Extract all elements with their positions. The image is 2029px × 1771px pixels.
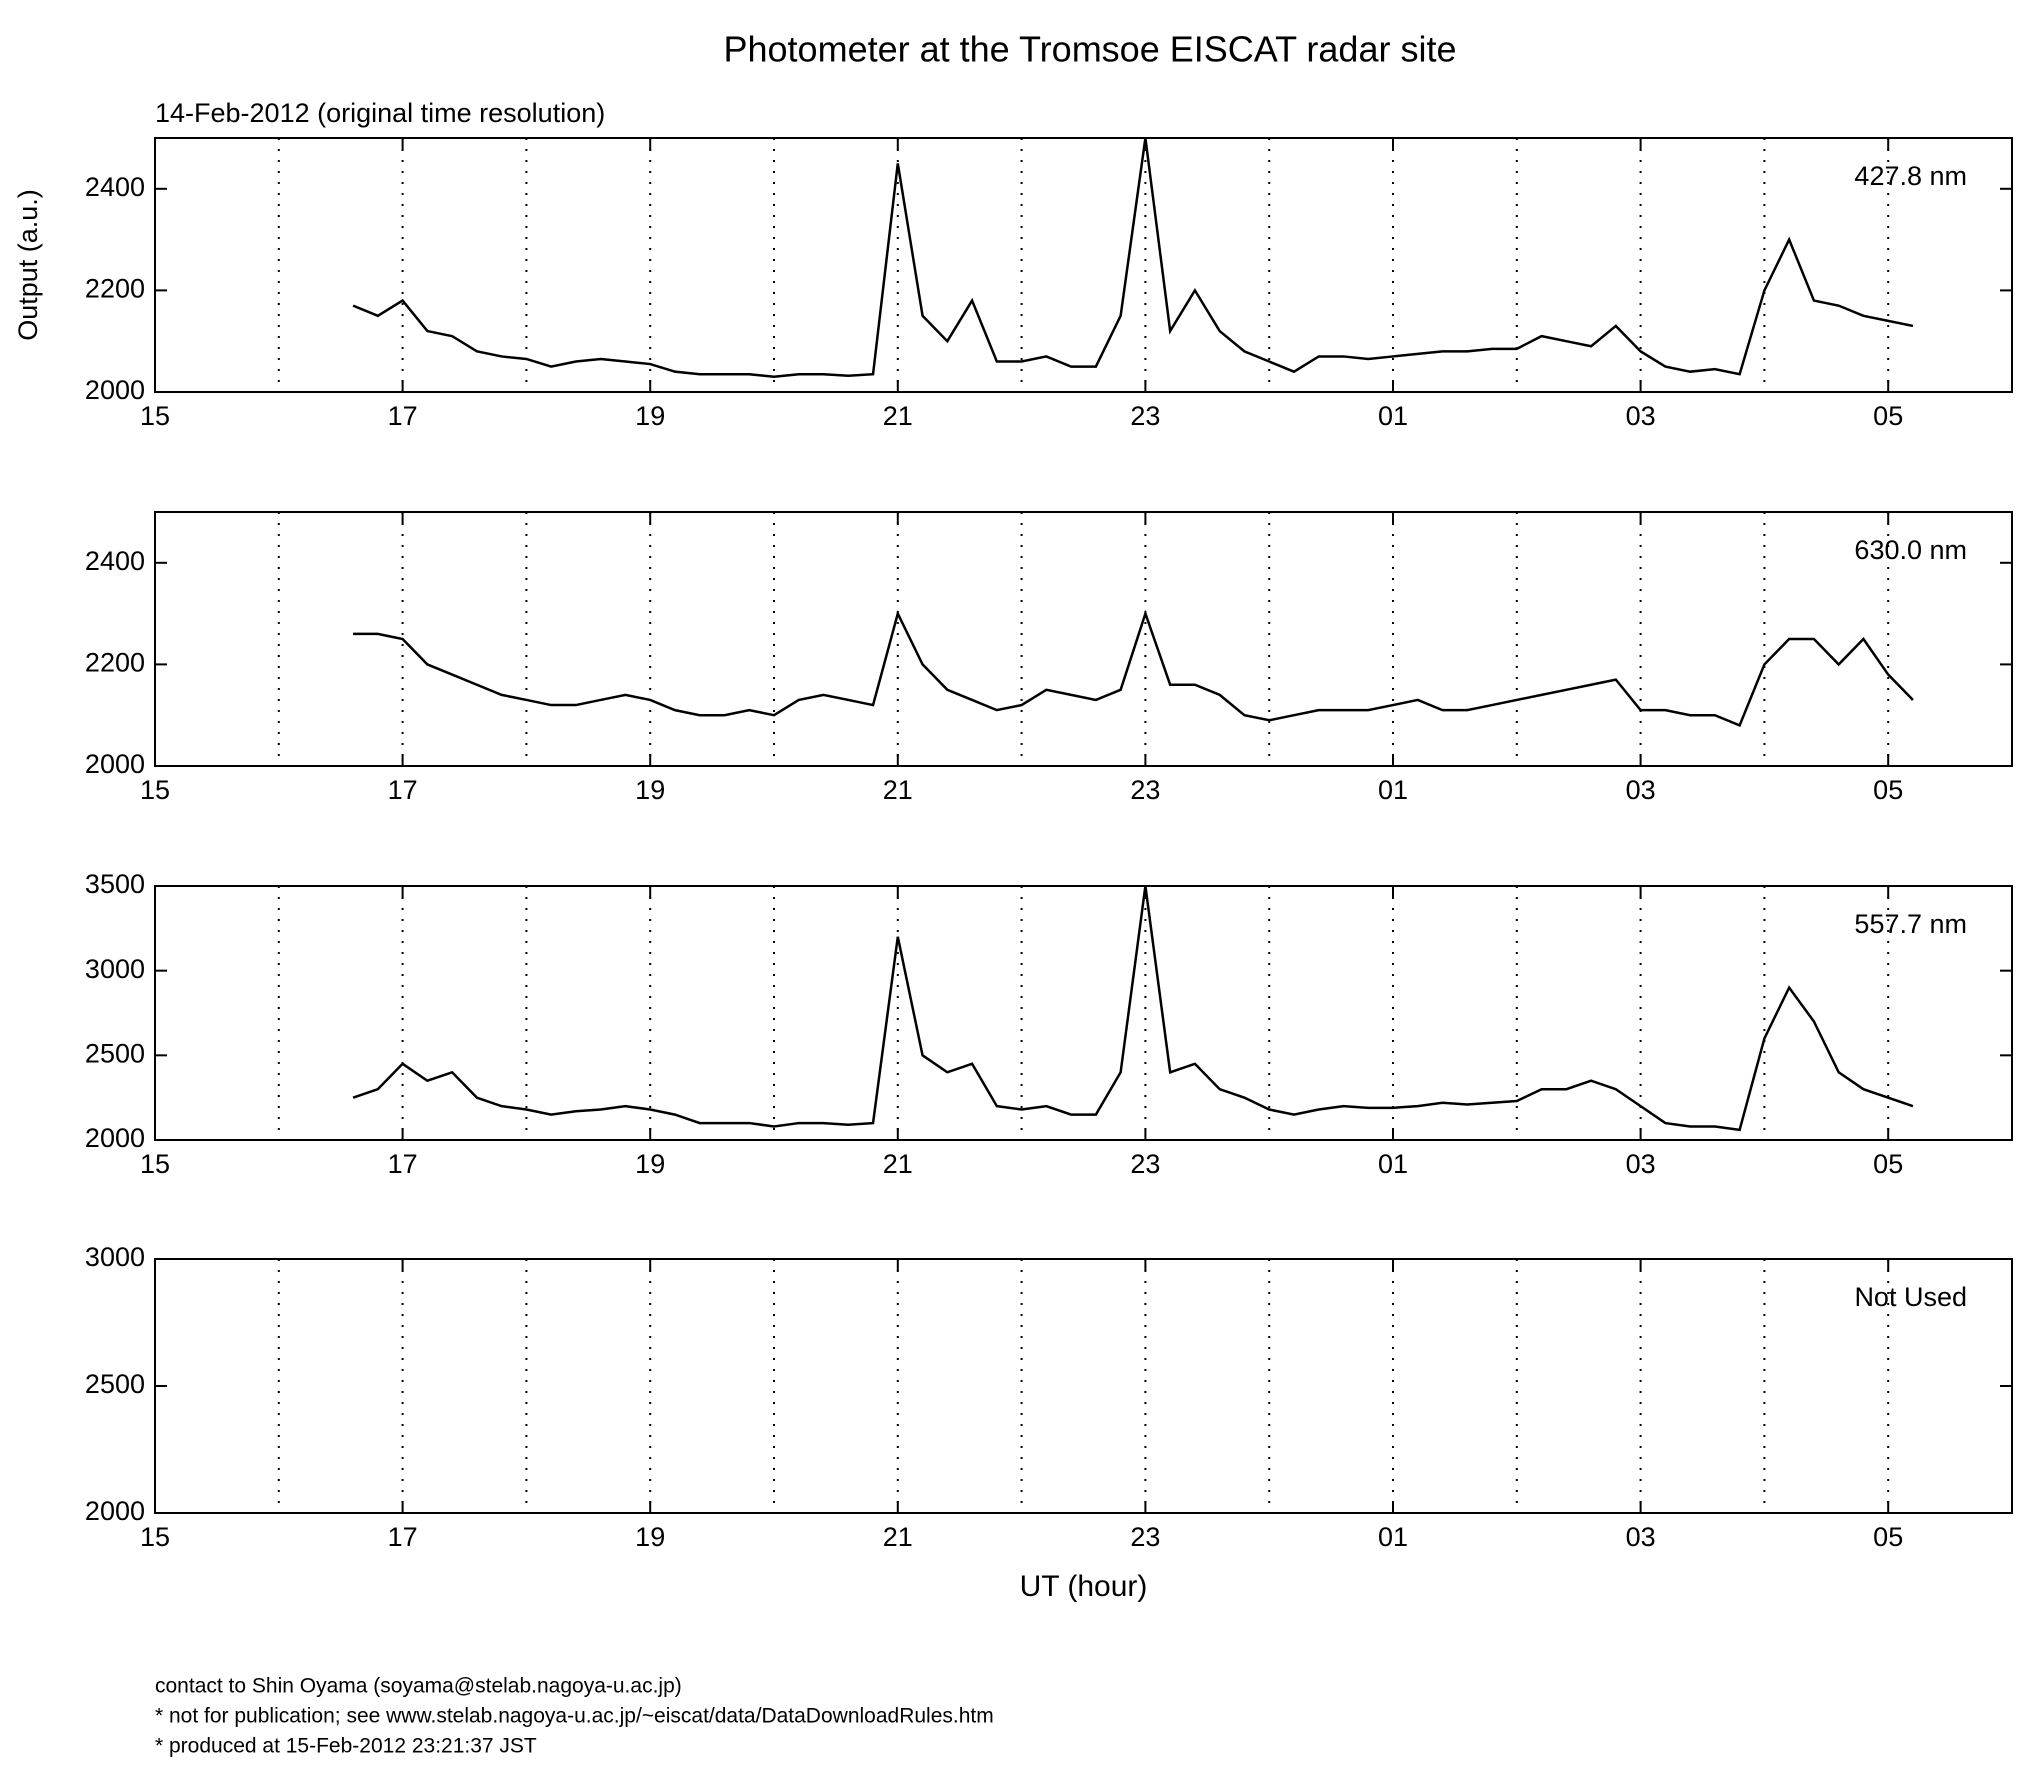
x-tick-label: 01	[1378, 1149, 1408, 1179]
x-tick-label: 05	[1873, 401, 1903, 431]
x-tick-label: 17	[388, 401, 418, 431]
x-tick-label: 03	[1626, 1522, 1656, 1552]
data-line	[352, 886, 1914, 1132]
x-tick-label: 23	[1130, 401, 1160, 431]
data-line	[353, 609, 1914, 727]
x-tick-label: 15	[140, 1522, 170, 1552]
plot-frame	[154, 511, 2013, 767]
chart-title: Photometer at the Tromsoe EISCAT radar s…	[724, 29, 1457, 70]
y-tick-label: 2000	[85, 1496, 145, 1526]
x-tick-label: 23	[1130, 775, 1160, 805]
y-tick-label: 2400	[85, 172, 145, 202]
footer-line: contact to Shin Oyama (soyama@stelab.nag…	[155, 1675, 682, 1698]
panel-label: 557.7 nm	[1854, 909, 1967, 939]
x-tick-label: 05	[1873, 1149, 1903, 1179]
x-tick-label: 21	[883, 1522, 913, 1552]
y-tick-label: 2500	[85, 1038, 145, 1068]
panel-label: 630.0 nm	[1854, 535, 1967, 565]
x-tick-label: 23	[1130, 1522, 1160, 1552]
x-tick-label: 21	[883, 775, 913, 805]
y-tick-label: 2000	[85, 749, 145, 779]
y-tick-label: 2200	[85, 648, 145, 678]
x-tick-label: 17	[388, 1522, 418, 1552]
x-tick-label: 15	[140, 401, 170, 431]
x-tick-label: 17	[388, 775, 418, 805]
y-tick-label: 3000	[85, 954, 145, 984]
y-tick-label: 3500	[85, 869, 145, 899]
x-tick-label: 15	[140, 775, 170, 805]
plot-frame	[154, 137, 2013, 393]
y-tick-label: 3000	[85, 1242, 145, 1272]
x-tick-label: 17	[388, 1149, 418, 1179]
plot-frame	[154, 1258, 2013, 1514]
y-axis-label: Output (a.u.)	[13, 189, 43, 341]
x-tick-label: 01	[1378, 775, 1408, 805]
x-tick-label: 05	[1873, 775, 1903, 805]
y-tick-label: 2500	[85, 1369, 145, 1399]
x-tick-label: 05	[1873, 1522, 1903, 1552]
x-tick-label: 03	[1626, 1149, 1656, 1179]
y-tick-label: 2400	[85, 546, 145, 576]
y-tick-label: 2200	[85, 274, 145, 304]
x-tick-label: 19	[635, 1149, 665, 1179]
data-line	[352, 138, 1914, 379]
panel-label: 427.8 nm	[1854, 161, 1967, 191]
x-tick-label: 03	[1626, 775, 1656, 805]
x-tick-label: 03	[1626, 401, 1656, 431]
x-tick-label: 21	[883, 1149, 913, 1179]
x-tick-label: 19	[635, 1522, 665, 1552]
subtitle: 14-Feb-2012 (original time resolution)	[155, 98, 605, 128]
panel-label: Not Used	[1854, 1282, 1967, 1312]
x-tick-label: 01	[1378, 401, 1408, 431]
x-tick-label: 21	[883, 401, 913, 431]
y-tick-label: 2000	[85, 1123, 145, 1153]
x-tick-label: 19	[635, 401, 665, 431]
x-tick-label: 15	[140, 1149, 170, 1179]
x-tick-label: 23	[1130, 1149, 1160, 1179]
plot-frame	[154, 885, 2013, 1141]
x-tick-label: 01	[1378, 1522, 1408, 1552]
footer-line: * not for publication; see www.stelab.na…	[155, 1705, 994, 1728]
y-tick-label: 2000	[85, 375, 145, 405]
footer-line: * produced at 15-Feb-2012 23:21:37 JST	[155, 1735, 537, 1758]
x-tick-label: 19	[635, 775, 665, 805]
x-axis-label: UT (hour)	[1020, 1570, 1148, 1603]
